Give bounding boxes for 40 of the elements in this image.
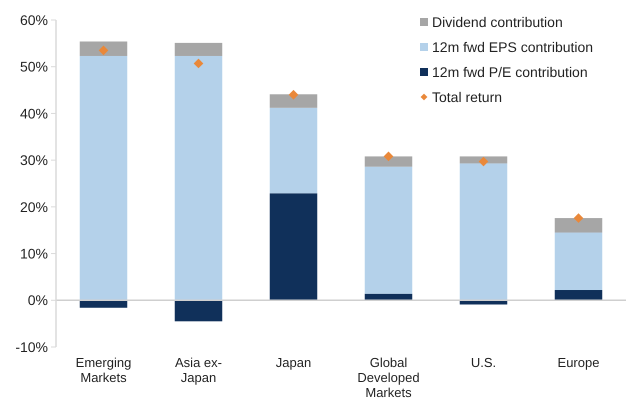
legend-label: 12m fwd EPS contribution: [432, 39, 594, 55]
x-tick-label: Emerging Markets: [76, 355, 132, 385]
y-tick-label: 50%: [20, 58, 48, 75]
bar: [364, 166, 412, 294]
point: [288, 90, 298, 100]
x-tick-label: U.S.: [470, 355, 496, 370]
bar: [460, 163, 508, 300]
bar: [364, 294, 412, 300]
point: [478, 156, 488, 166]
legend-label: Total return: [432, 89, 502, 105]
bar: [554, 232, 602, 290]
point: [194, 58, 204, 68]
y-tick-label: 60%: [20, 12, 48, 28]
y-tick-label: 20%: [20, 198, 48, 215]
x-tick-label: Asia ex-Japan: [175, 355, 222, 385]
bar: [80, 56, 128, 300]
point: [384, 152, 394, 162]
bar: [174, 300, 222, 322]
point: [98, 46, 108, 56]
bar: [554, 218, 602, 233]
bar: [174, 42, 222, 56]
bar: [554, 290, 602, 300]
bar: [80, 300, 128, 308]
legend-label: 12m fwd P/E contribution: [432, 64, 588, 80]
y-tick-label: -10%: [15, 338, 48, 355]
y-tick-label: 10%: [20, 245, 48, 262]
point: [574, 213, 584, 223]
bar: [364, 156, 412, 167]
bar: [174, 56, 222, 300]
bar: [80, 41, 128, 56]
x-tick-label: Global Developed Markets: [357, 355, 420, 400]
x-tick-label: Japan: [276, 355, 312, 370]
y-tick-label: 30%: [20, 152, 48, 168]
x-tick-label: Europe: [558, 355, 600, 370]
y-tick-label: 40%: [20, 105, 48, 122]
y-tick-label: 0%: [28, 292, 48, 308]
bar: [270, 108, 318, 194]
bar: [270, 193, 318, 300]
bar: [270, 94, 318, 108]
legend-label: Dividend contribution: [432, 14, 563, 30]
